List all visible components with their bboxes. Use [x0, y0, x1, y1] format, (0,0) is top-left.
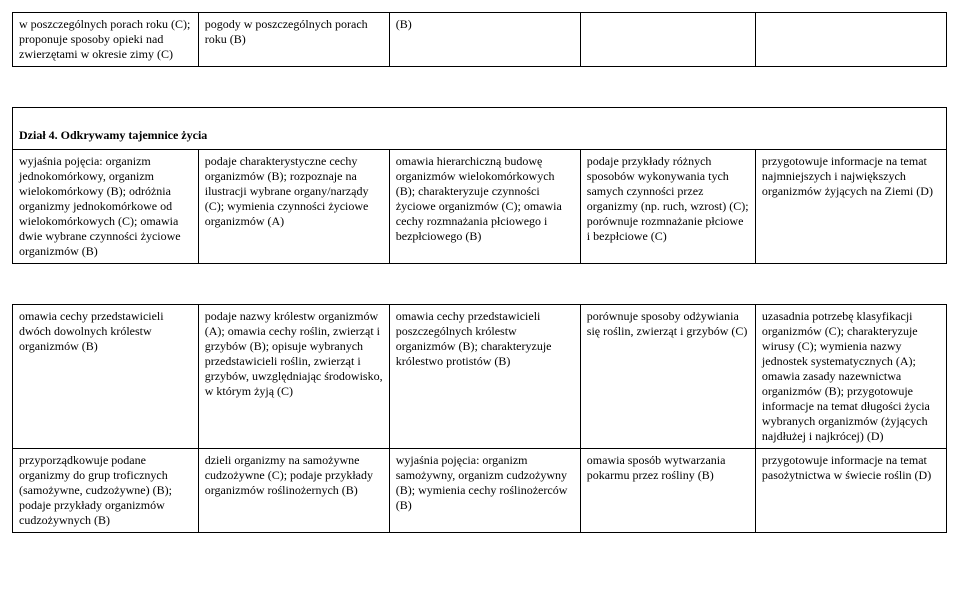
cell: porównuje sposoby odżywiania się roślin,… [580, 305, 755, 449]
cell: przyporządkowuje podane organizmy do gru… [13, 449, 199, 533]
section-title: Dział 4. Odkrywamy tajemnice życia [19, 128, 207, 142]
cell: przygotowuje informacje na temat najmnie… [755, 150, 946, 264]
cell: (B) [389, 13, 580, 67]
cell: przygotowuje informacje na temat pasożyt… [755, 449, 946, 533]
cell [580, 13, 755, 67]
cell: w poszczególnych porach roku (C); propon… [13, 13, 199, 67]
cell: omawia cechy przedstawicieli dwóch dowol… [13, 305, 199, 449]
section-header-cell: Dział 4. Odkrywamy tajemnice życia [13, 108, 947, 150]
cell: omawia cechy przedstawicieli poszczególn… [389, 305, 580, 449]
section-header-row: Dział 4. Odkrywamy tajemnice życia [13, 108, 947, 150]
table-row: wyjaśnia pojęcia: organizm jednokomórkow… [13, 150, 947, 264]
cell [755, 13, 946, 67]
cell: uzasadnia potrzebę klasyfikacji organizm… [755, 305, 946, 449]
table-row: omawia cechy przedstawicieli dwóch dowol… [13, 305, 947, 449]
cell: podaje przykłady różnych sposobów wykony… [580, 150, 755, 264]
cell: wyjaśnia pojęcia: organizm samożywny, or… [389, 449, 580, 533]
cell: podaje charakterystyczne cechy organizmó… [198, 150, 389, 264]
table-row: w poszczególnych porach roku (C); propon… [13, 13, 947, 67]
table-section-4: Dział 4. Odkrywamy tajemnice życia wyjaś… [12, 107, 947, 264]
cell: podaje nazwy królestw organizmów (A); om… [198, 305, 389, 449]
cell: omawia hierarchiczną budowę organizmów w… [389, 150, 580, 264]
table-row: przyporządkowuje podane organizmy do gru… [13, 449, 947, 533]
cell: omawia sposób wytwarzania pokarmu przez … [580, 449, 755, 533]
table-section-4-continued: omawia cechy przedstawicieli dwóch dowol… [12, 304, 947, 533]
cell: dzieli organizmy na samożywne cudzożywne… [198, 449, 389, 533]
table-top-fragment: w poszczególnych porach roku (C); propon… [12, 12, 947, 67]
cell: wyjaśnia pojęcia: organizm jednokomórkow… [13, 150, 199, 264]
cell: pogody w poszczególnych porach roku (B) [198, 13, 389, 67]
